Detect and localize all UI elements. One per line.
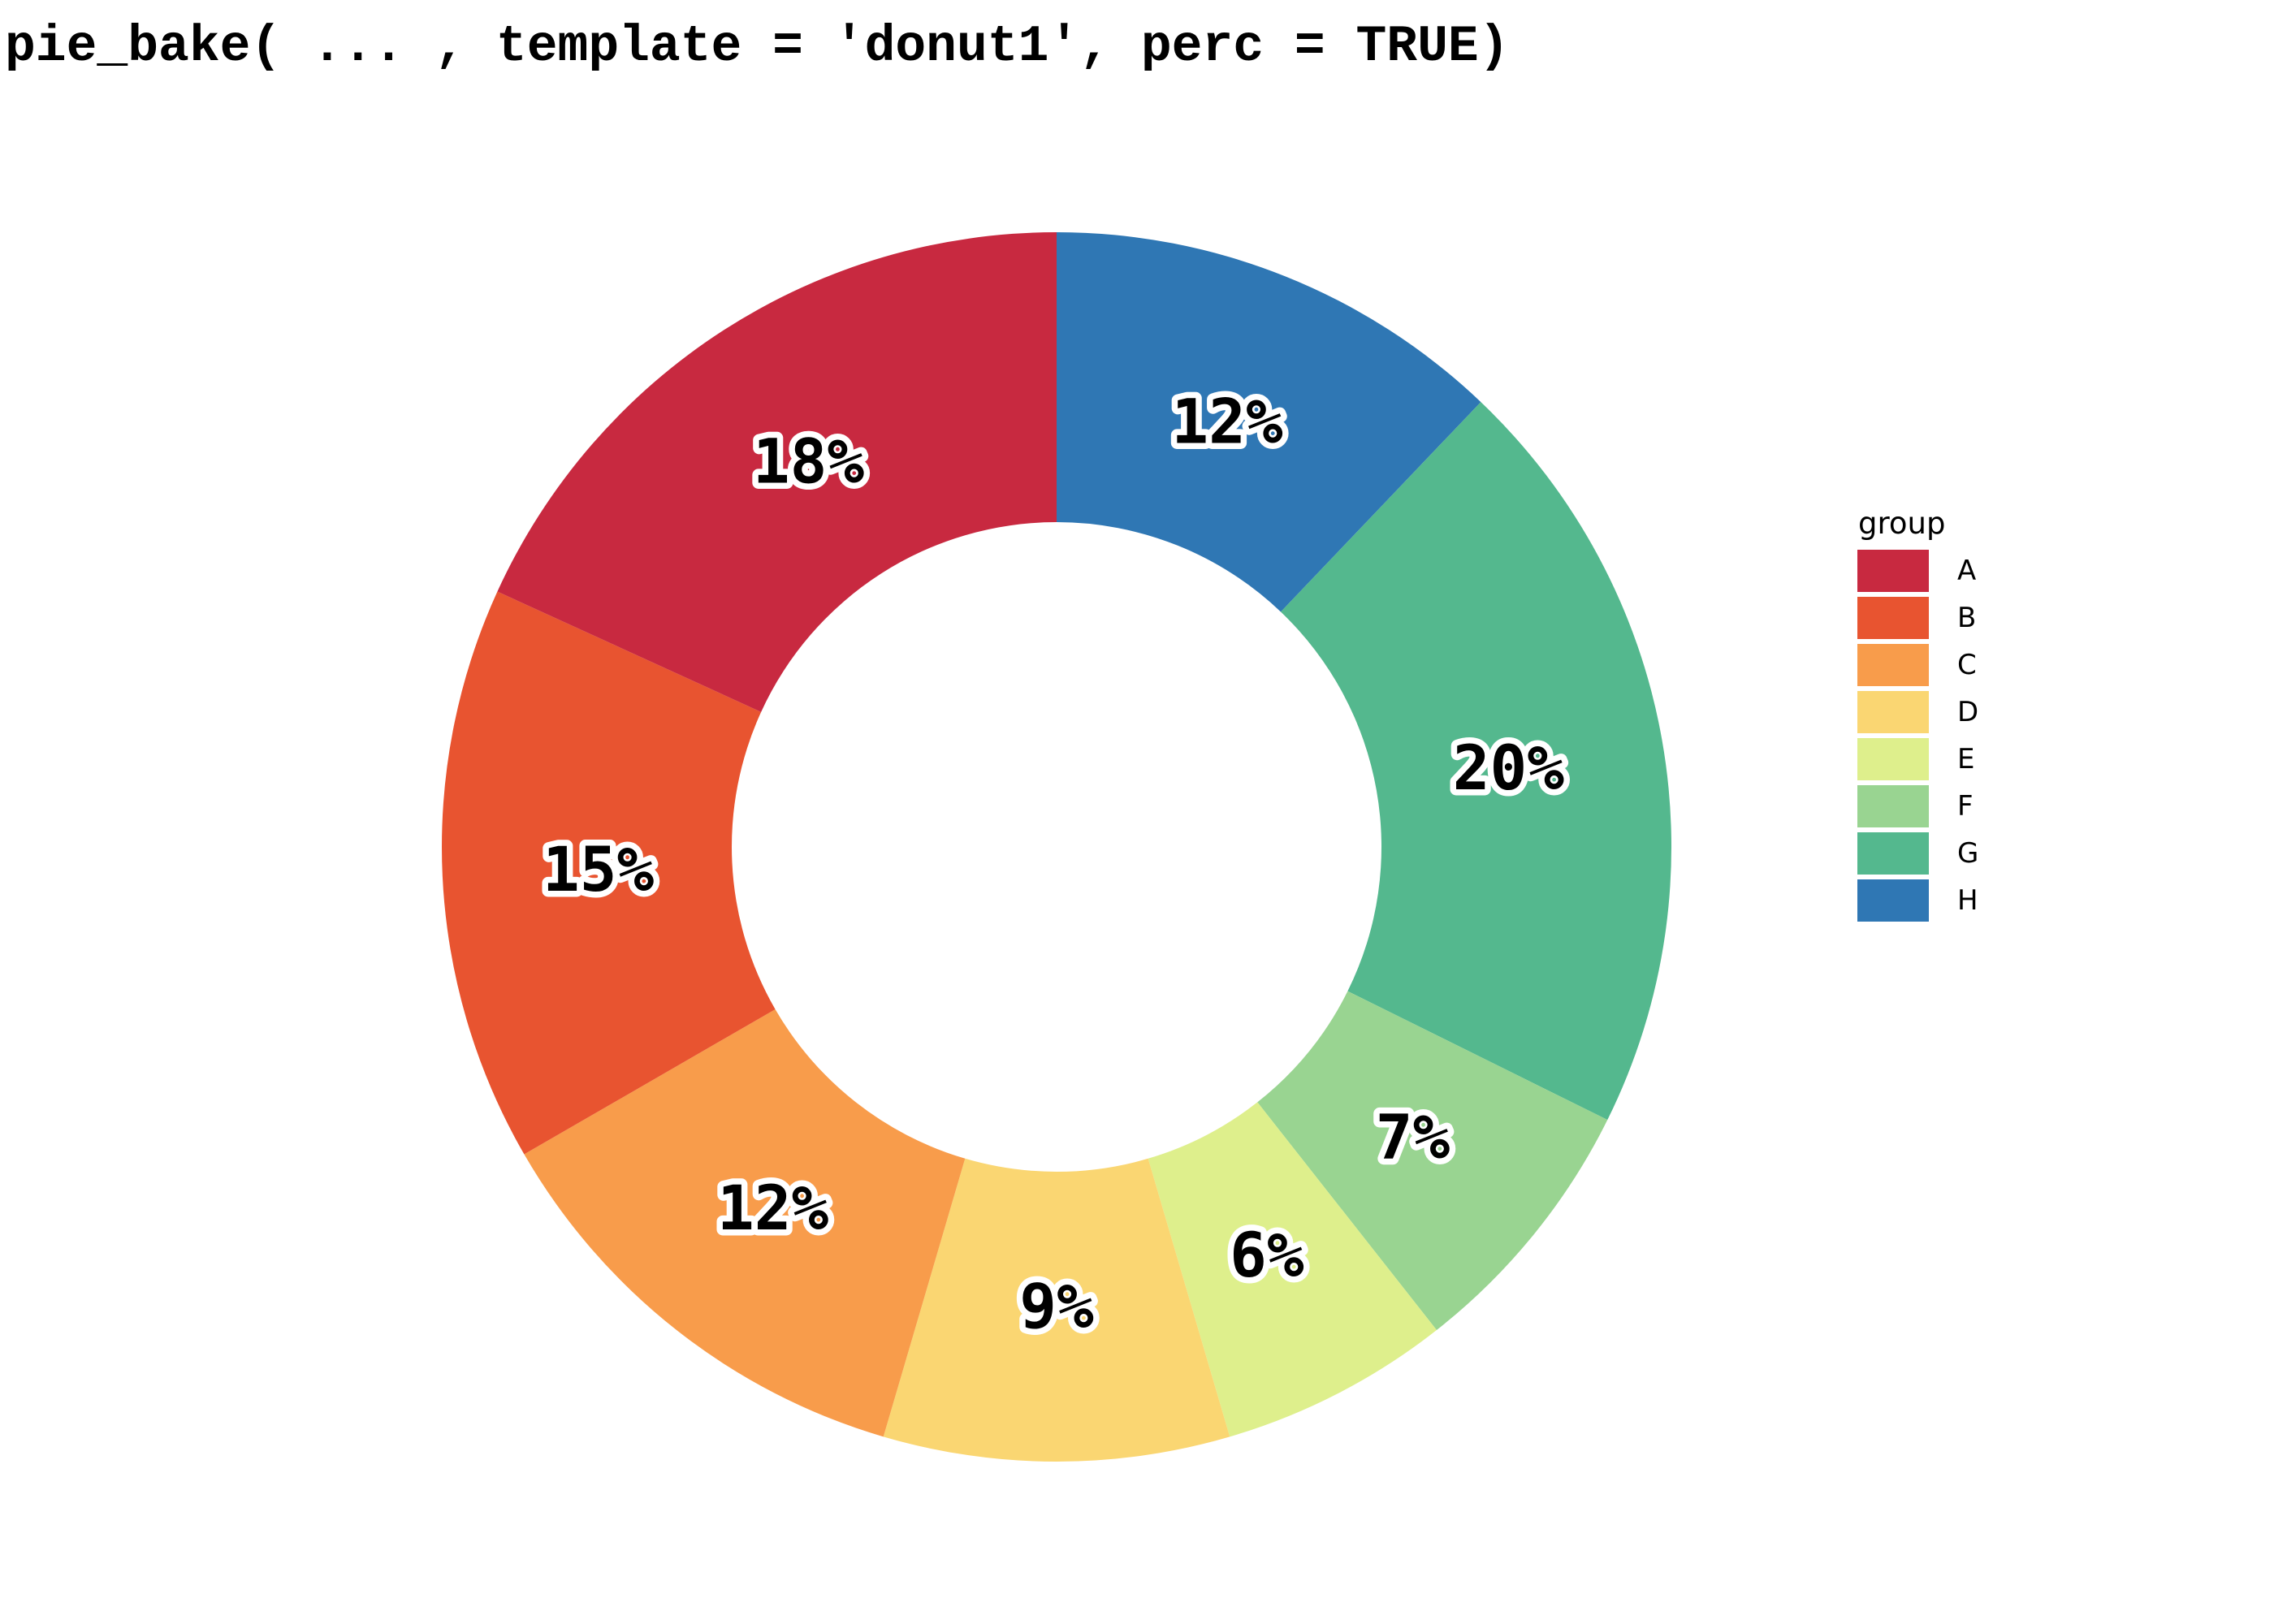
pie-segment-C [524,1009,966,1437]
legend-item-D: D [1857,691,1978,733]
plot-title: pie_bake( ... , template = 'donut1', per… [5,18,1510,76]
legend-label-D: D [1957,696,1979,728]
segment-label-H: 12% [1171,386,1283,458]
legend-swatch-D [1857,691,1929,733]
segment-label-G: 20% [1453,732,1565,804]
segment-label-C: 12% [717,1172,829,1244]
legend-item-F: F [1857,785,1978,827]
pie-segment-F [1257,991,1608,1331]
legend-label-A: A [1957,555,1977,587]
legend-item-H: H [1857,879,1978,922]
legend-item-G: G [1857,832,1978,875]
segment-label-B: 15% [543,833,655,905]
legend-title: group [1858,506,1946,541]
legend-swatch-G [1857,832,1929,875]
donut-segments [442,231,1672,1462]
legend-label-B: B [1957,602,1977,634]
segment-label-E: 6% [1230,1219,1304,1291]
pie-segment-E [1148,1102,1437,1437]
legend-swatch-F [1857,785,1929,827]
legend-swatch-B [1857,597,1929,639]
donut-segment-labels: 12% 20% 7% 6% 9% 12% 15% 18% [536,379,1570,1349]
legend-swatch-A [1857,550,1929,592]
legend-label-H: H [1957,884,1978,917]
pie-segment-B [442,591,776,1155]
legend-label-E: E [1957,743,1975,775]
legend-swatch-H [1857,879,1929,922]
segment-label-F: 7% [1376,1100,1450,1173]
pie-segment-A [497,232,1057,712]
legend-swatch-C [1857,644,1929,686]
legend-item-A: A [1857,550,1978,592]
legend-swatch-E [1857,738,1929,780]
legend-item-B: B [1857,597,1978,639]
legend-label-G: G [1957,837,1979,870]
legend-label-C: C [1957,649,1977,681]
pie-segment-D [883,1158,1230,1462]
segment-label-D: 9% [1019,1270,1094,1342]
legend-item-E: E [1857,738,1978,780]
segment-label-A: 18% [753,425,865,498]
pie-segment-H [1057,231,1481,612]
pie-segment-G [1281,402,1672,1121]
legend-item-C: C [1857,644,1978,686]
legend-label-F: F [1957,790,1974,823]
